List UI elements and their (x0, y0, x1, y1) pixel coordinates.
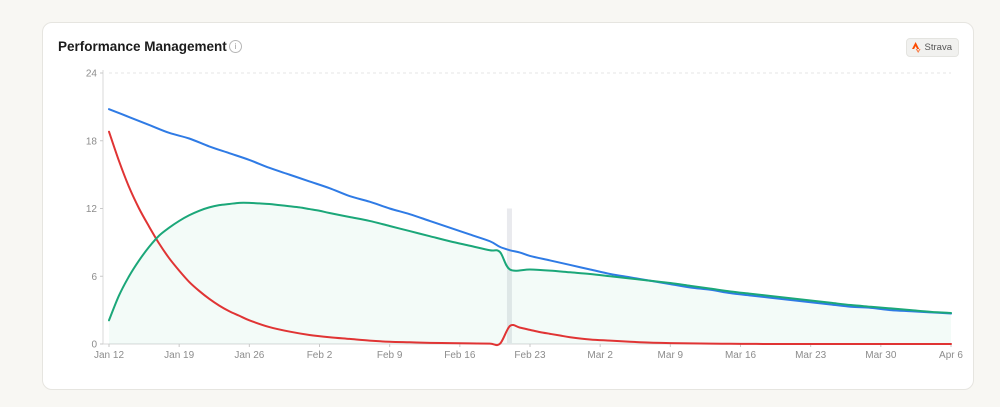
x-tick-label: Mar 23 (795, 350, 827, 361)
x-tick-label: Jan 19 (164, 350, 194, 361)
x-tick-label: Feb 23 (514, 350, 546, 361)
y-tick-label: 0 (91, 340, 97, 351)
strava-badge-label: Strava (924, 42, 952, 53)
x-tick-label: Mar 30 (865, 350, 897, 361)
x-tick-label: Feb 16 (444, 350, 476, 361)
x-tick-label: Jan 12 (94, 350, 124, 361)
x-tick-label: Jan 26 (234, 350, 264, 361)
performance-card: Performance Management i Strava 0 6 12 18 24… (42, 22, 974, 390)
x-tick-label: Apr 6 (939, 350, 963, 361)
y-tick-label: 6 (91, 272, 97, 283)
series-2-line (108, 201, 952, 322)
x-tick-label: Feb 2 (307, 350, 333, 361)
y-tick-label: 24 (86, 69, 98, 80)
hover-highlight-band (506, 208, 512, 344)
strava-badge[interactable]: Strava (905, 38, 959, 57)
x-tick-label: Mar 2 (587, 350, 613, 361)
x-tick-label: Mar 9 (658, 350, 684, 361)
x-tick-label: Mar 16 (725, 350, 757, 361)
performance-chart: 0 6 12 18 24 Jan 12 Jan 19 Jan 26 Feb 2 Feb 9 Feb … (86, 69, 964, 362)
card-title: Performance Management (58, 39, 227, 54)
info-icon[interactable]: i (229, 40, 242, 53)
strava-icon (911, 42, 921, 53)
y-tick-label: 12 (86, 204, 98, 215)
series-1-line (108, 130, 952, 347)
series-2-area (109, 202, 951, 344)
y-tick-label: 18 (86, 136, 98, 147)
series-0-line (108, 108, 952, 315)
x-tick-label: Feb 9 (377, 350, 403, 361)
